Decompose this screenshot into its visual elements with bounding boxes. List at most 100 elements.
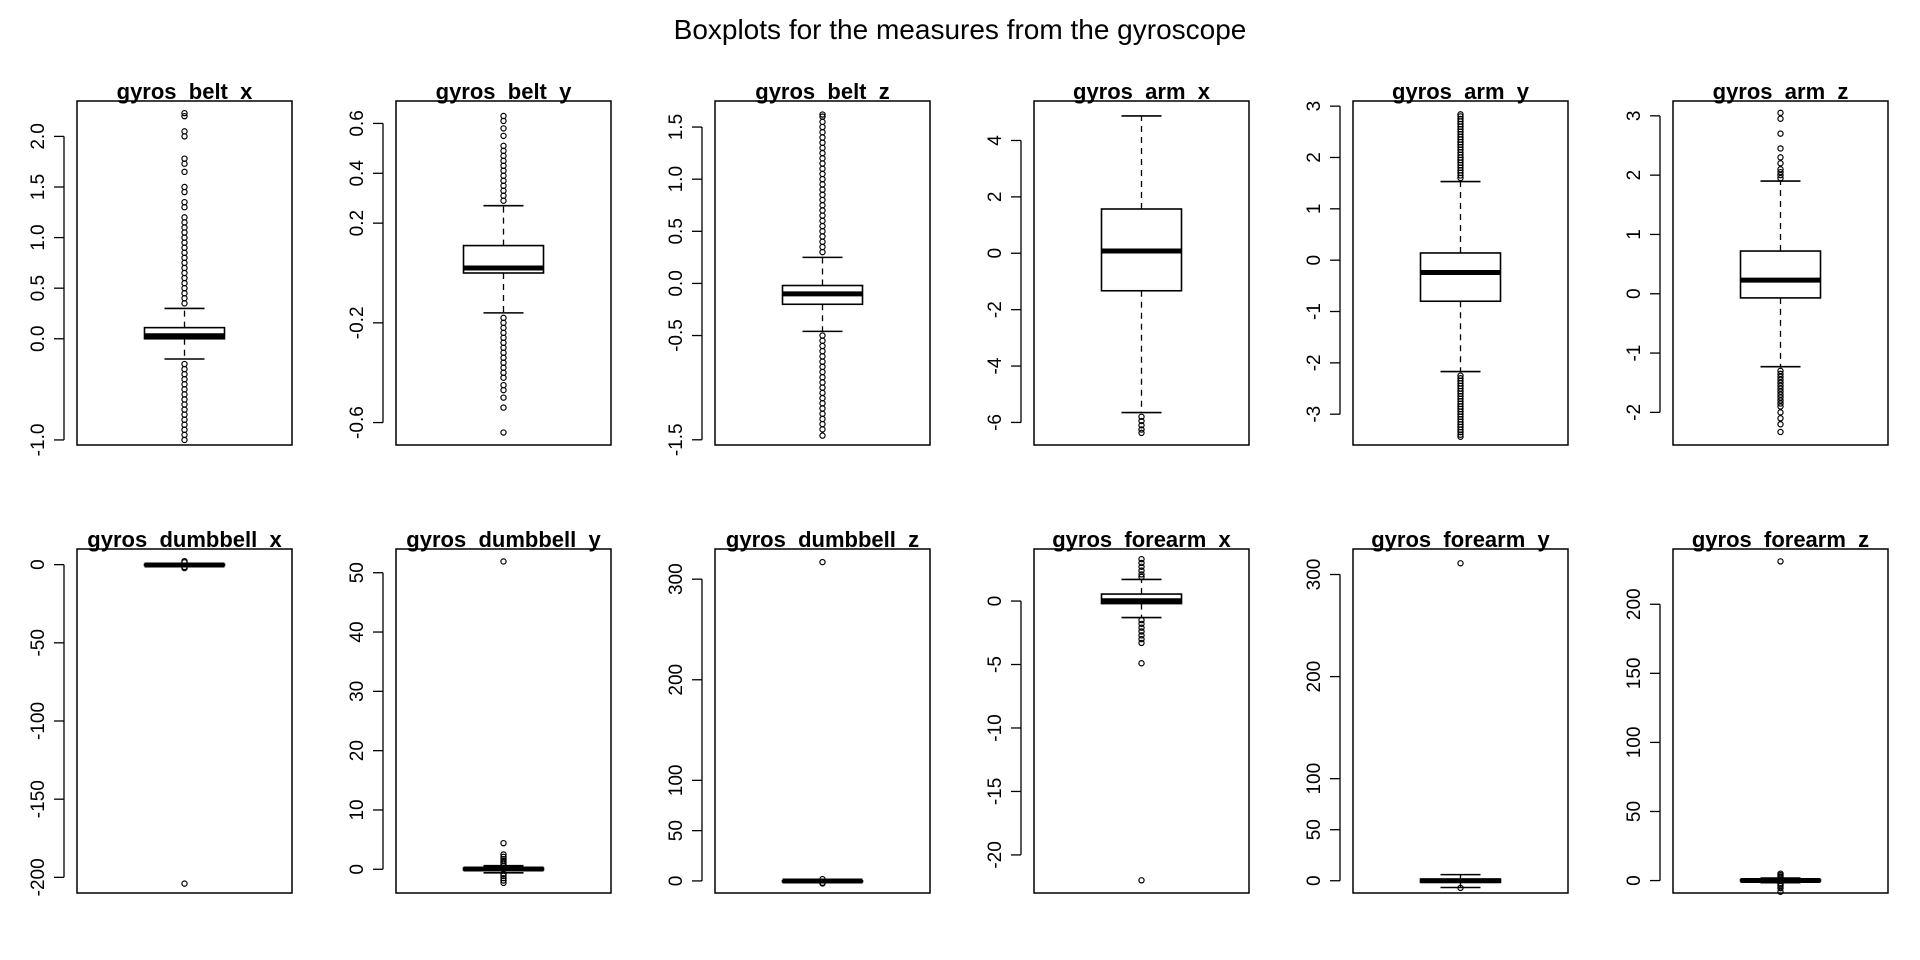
outlier-point — [819, 129, 826, 136]
outlier-point — [1138, 628, 1145, 635]
panel-title: gyros_dumbbell_y — [406, 527, 601, 552]
y-tick-label: 0.0 — [28, 326, 49, 352]
y-tick-label: 2.0 — [28, 123, 49, 149]
y-tick-label: 0 — [347, 864, 368, 875]
outlier-point — [500, 839, 507, 847]
boxplot-panel: gyros_forearm_x -20 -15 -10 -5 0 — [985, 527, 1250, 894]
y-tick-label: 50 — [1624, 801, 1645, 822]
boxplot-panel: gyros_belt_z -1.5 -0.5 0.0 0.5 1.0 1.5 — [666, 79, 931, 456]
outlier-point — [1777, 145, 1784, 152]
outlier-point — [819, 212, 826, 219]
outlier-point — [819, 238, 826, 245]
outlier-point — [1138, 559, 1145, 567]
outlier-point — [181, 386, 188, 393]
outlier-point — [1777, 385, 1784, 392]
outlier-point — [500, 142, 507, 150]
y-tick-label: 0 — [1304, 255, 1325, 266]
y-tick-label: 30 — [347, 681, 368, 702]
outlier-point — [1777, 367, 1784, 375]
outlier-point — [1777, 168, 1784, 176]
y-tick-label: -100 — [28, 702, 49, 740]
y-tick-label: -0.6 — [347, 406, 368, 439]
outlier-point — [181, 133, 188, 140]
plot-frame — [1352, 548, 1569, 894]
y-tick-label: -3 — [1304, 406, 1325, 423]
panel-title: gyros_forearm_x — [1052, 527, 1231, 552]
iqr-box — [1739, 250, 1822, 299]
outlier-point — [1777, 388, 1784, 395]
outlier-point — [819, 432, 826, 439]
outlier-point — [819, 358, 826, 365]
outlier-point — [1777, 870, 1784, 877]
outlier-point — [819, 170, 826, 178]
y-tick-label: 2 — [1624, 170, 1645, 181]
outlier-point — [1777, 166, 1784, 173]
y-tick-label: 0 — [1304, 875, 1325, 886]
outlier-point — [1777, 403, 1784, 410]
outlier-point — [181, 396, 188, 403]
y-tick-label: 150 — [1624, 657, 1645, 689]
outlier-point — [819, 202, 826, 209]
plot-frame — [395, 548, 612, 894]
outlier-point — [819, 389, 826, 397]
y-tick-label: 200 — [1624, 588, 1645, 620]
y-tick-label: 1 — [1624, 229, 1645, 240]
plot-frame — [76, 548, 293, 894]
y-tick-label: -2 — [1624, 404, 1645, 421]
outlier-point — [1457, 111, 1464, 118]
outlier-point — [181, 109, 188, 117]
outlier-point — [1138, 639, 1145, 647]
plot-frame — [1033, 100, 1250, 446]
y-tick-label: 40 — [347, 621, 368, 642]
outlier-point — [819, 155, 826, 162]
outlier-point — [1138, 567, 1145, 574]
y-tick-label: 0.4 — [347, 160, 368, 187]
y-tick-label: 0 — [1624, 875, 1645, 886]
outlier-point — [181, 406, 188, 413]
plot-frame — [1672, 548, 1889, 894]
outlier-point — [181, 416, 188, 423]
y-tick-label: 20 — [347, 740, 368, 761]
outlier-point — [819, 243, 826, 251]
outlier-point — [1777, 397, 1784, 404]
panel-title: gyros_arm_z — [1713, 79, 1849, 104]
outlier-point — [819, 149, 826, 157]
outlier-point — [1777, 394, 1784, 401]
y-tick-label: 3 — [1304, 101, 1325, 112]
outlier-point — [500, 381, 507, 389]
outlier-point — [500, 125, 507, 132]
outlier-point — [819, 139, 826, 146]
outlier-point — [500, 870, 507, 878]
y-tick-label: 200 — [666, 664, 687, 696]
boxplot-panel: gyros_forearm_z 0 50 100 150 200 — [1624, 527, 1889, 895]
y-tick-label: 0 — [1624, 288, 1645, 299]
panel-title: gyros_belt_y — [436, 79, 572, 104]
boxplot-panel: gyros_dumbbell_z 0 50 100 200 300 — [666, 527, 931, 894]
outlier-point — [819, 196, 826, 204]
plot-frame — [714, 548, 931, 894]
outlier-point — [1777, 421, 1784, 428]
outlier-point — [181, 290, 188, 297]
y-tick-label: -2 — [985, 301, 1006, 318]
y-tick-label: 3 — [1624, 111, 1645, 122]
y-tick-label: 0.2 — [347, 210, 368, 236]
y-tick-label: 1 — [1304, 204, 1325, 215]
outlier-point — [819, 217, 826, 225]
panel-title: gyros_arm_y — [1392, 79, 1530, 104]
outlier-point — [1138, 413, 1145, 421]
outlier-point — [819, 191, 826, 199]
outlier-point — [1138, 417, 1145, 425]
y-tick-label: -200 — [28, 858, 49, 896]
outlier-point — [1777, 884, 1784, 892]
outlier-point — [819, 400, 826, 407]
outlier-point — [1777, 174, 1784, 182]
outlier-point — [181, 381, 188, 388]
y-tick-label: 1.5 — [666, 114, 687, 140]
outlier-point — [181, 274, 188, 282]
outlier-point — [819, 165, 826, 172]
outlier-point — [1777, 109, 1784, 117]
y-tick-label: 100 — [1624, 727, 1645, 759]
outlier-point — [819, 374, 826, 381]
outlier-point — [1777, 373, 1784, 380]
